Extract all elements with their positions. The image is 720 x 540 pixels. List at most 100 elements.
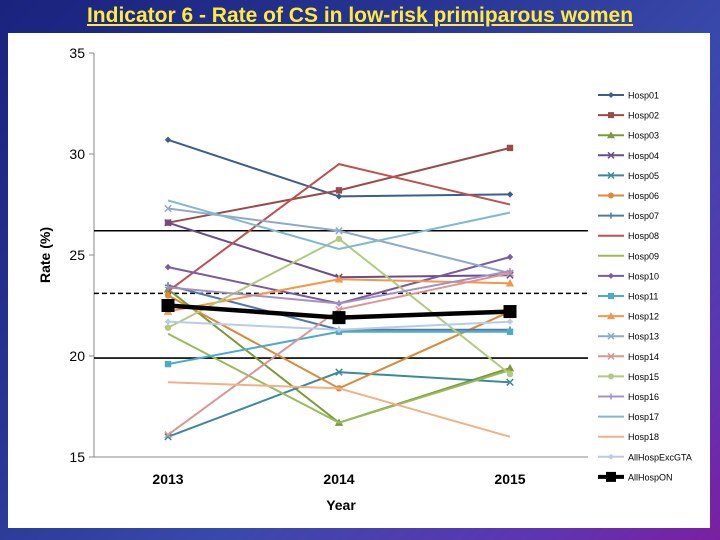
legend-item: Hosp16	[598, 392, 659, 402]
legend-swatch-marker	[608, 92, 614, 98]
series-line	[167, 330, 510, 366]
data-point	[164, 433, 172, 441]
data-point	[164, 318, 172, 325]
series-hosp05	[164, 368, 514, 441]
data-point	[503, 305, 517, 319]
axes: 15 20 25 30 35 2013 2014 2015 Year Rate (%)	[37, 45, 588, 513]
legend-label: Hosp08	[628, 231, 659, 241]
y-tick-label: 30	[69, 146, 85, 162]
data-point	[161, 299, 175, 312]
x-tick-label: 2013	[152, 471, 183, 487]
series-line	[167, 371, 511, 438]
series-line	[167, 163, 511, 293]
data-point	[506, 318, 514, 325]
series-line	[167, 332, 511, 424]
legend-item: Hosp08	[598, 231, 659, 241]
legend-swatch-marker	[608, 272, 614, 279]
series-allhospon	[161, 299, 517, 325]
legend-item: Hosp14	[598, 352, 659, 362]
x-axis-label: Year	[326, 497, 356, 513]
line-chart: 15 20 25 30 35 2013 2014 2015 Year Rate (%) Hosp0…	[37, 45, 692, 513]
series-allhospexcgta	[164, 318, 514, 333]
x-tick-label: 2015	[494, 471, 525, 487]
legend-label: Hosp18	[628, 432, 659, 442]
legend-item: Hosp03	[598, 131, 659, 141]
data-point	[506, 378, 514, 386]
data-point	[506, 328, 514, 335]
data-point	[332, 311, 346, 325]
series-hosp08	[167, 163, 511, 293]
legend-item: Hosp04	[598, 151, 659, 161]
legend-swatch-marker	[608, 453, 614, 460]
legend-label: Hosp05	[628, 171, 659, 181]
legend-label: Hosp09	[628, 251, 659, 261]
legend-swatch-marker	[608, 373, 614, 380]
data-point	[335, 326, 343, 333]
legend-label: Hosp17	[628, 412, 659, 422]
slide-title: Indicator 6 - Rate of CS in low-risk pri…	[86, 4, 634, 27]
legend-item: Hosp07	[598, 211, 659, 221]
legend-label: Hosp03	[628, 131, 659, 141]
legend-item: Hosp10	[598, 271, 659, 281]
data-point	[164, 292, 172, 299]
legend-swatch-marker	[608, 393, 614, 400]
legend-swatch-marker	[606, 471, 616, 482]
legend-swatch-marker	[607, 131, 615, 139]
data-point	[506, 191, 514, 198]
data-point	[164, 263, 172, 271]
legend-swatch-marker	[607, 151, 615, 159]
legend-item: AllHospExcGTA	[598, 452, 692, 462]
data-point	[164, 360, 172, 368]
legend-label: Hosp11	[628, 292, 658, 302]
series-hosp16	[164, 267, 514, 307]
legend-item: Hosp01	[598, 91, 659, 101]
data-point	[335, 193, 343, 200]
data-point	[164, 204, 172, 213]
data-point	[164, 324, 172, 331]
legend-label: Hosp12	[628, 312, 659, 322]
data-point	[335, 300, 343, 307]
data-point	[164, 284, 172, 291]
series-hosp09	[167, 332, 511, 424]
legend-label: Hosp16	[628, 392, 659, 402]
y-tick-label: 25	[69, 247, 85, 263]
y-tick-label: 15	[69, 449, 85, 465]
legend-swatch-marker	[607, 332, 615, 340]
data-point	[164, 218, 172, 227]
legend-swatch-marker	[608, 212, 614, 219]
series-group	[161, 136, 517, 441]
legend-item: Hosp05	[598, 171, 659, 181]
data-point	[335, 227, 343, 235]
y-tick-label: 20	[69, 348, 85, 364]
legend-label: Hosp15	[628, 372, 659, 382]
data-point	[506, 267, 514, 275]
data-point	[335, 368, 343, 376]
legend-label: Hosp13	[628, 332, 659, 342]
data-point	[164, 431, 172, 439]
series-hosp18	[167, 381, 511, 438]
chart-panel: 15 20 25 30 35 2013 2014 2015 Year Rate (%) Hosp0…	[8, 33, 710, 528]
series-line	[167, 199, 511, 250]
legend-swatch-marker	[608, 112, 614, 119]
series-hosp01	[164, 136, 514, 200]
data-point	[334, 275, 344, 283]
legend-label: Hosp10	[628, 271, 659, 281]
legend-item: Hosp12	[598, 312, 659, 322]
legend-label: AllHospON	[628, 472, 673, 482]
y-axis-label: Rate (%)	[37, 227, 53, 283]
series-hosp17	[167, 199, 511, 250]
data-point	[505, 363, 515, 372]
data-point	[335, 187, 343, 194]
data-point	[164, 136, 172, 144]
legend-item: Hosp13	[598, 332, 659, 342]
y-tick-label: 35	[69, 45, 85, 61]
legend-label: Hosp01	[628, 91, 659, 101]
data-point	[506, 144, 514, 152]
legend-swatch-marker	[608, 192, 614, 199]
legend-item: Hosp11	[598, 292, 658, 302]
legend-swatch-marker	[607, 171, 615, 179]
legend-item: Hosp06	[598, 191, 659, 201]
legend-label: Hosp04	[628, 151, 659, 161]
legend-label: Hosp02	[628, 111, 659, 121]
series-line	[167, 381, 511, 438]
